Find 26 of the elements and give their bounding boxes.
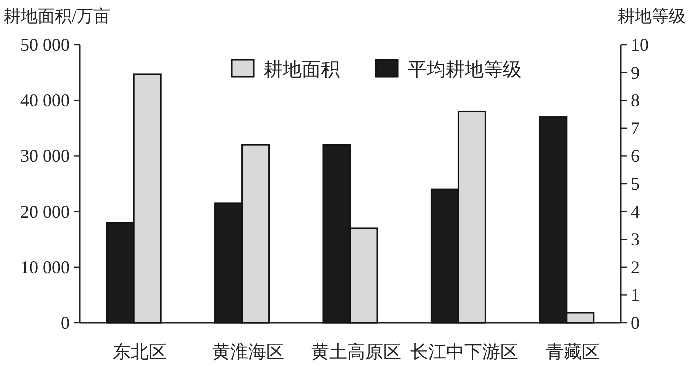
x-tick-label: 黄土高原区 — [312, 342, 402, 362]
y2-tick-label: 2 — [631, 257, 640, 278]
y-tick-label: 20 000 — [20, 202, 70, 222]
y2-tick-label: 0 — [631, 313, 640, 333]
y2-tick-label: 5 — [631, 174, 640, 194]
y2-tick-label: 1 — [631, 285, 640, 306]
y2-axis-title: 耕地等级 — [618, 7, 686, 26]
x-tick-label: 黄淮海区 — [212, 342, 284, 362]
y2-tick-label: 9 — [631, 62, 640, 83]
y2-tick-label: 3 — [631, 230, 640, 250]
legend-label: 平均耕地等级 — [408, 60, 522, 81]
y-tick-label: 0 — [61, 313, 70, 333]
x-tick-label: 青藏区 — [546, 342, 600, 362]
y-tick-label: 50 000 — [20, 35, 70, 55]
y2-tick-label: 8 — [631, 90, 640, 111]
y2-tick-label: 10 — [631, 35, 649, 55]
y-tick-label: 10 000 — [20, 257, 70, 278]
y2-tick-label: 7 — [631, 118, 640, 138]
y2-tick-label: 6 — [631, 146, 640, 166]
y2-tick-label: 4 — [631, 202, 640, 222]
legend-label: 耕地面积 — [264, 60, 340, 81]
x-tick-label: 长江中下游区 — [410, 342, 519, 362]
x-tick-label: 东北区 — [113, 342, 168, 362]
y-tick-label: 40 000 — [20, 90, 70, 111]
y-axis-title: 耕地面积/万亩 — [4, 7, 111, 26]
y-tick-label: 30 000 — [20, 146, 70, 166]
